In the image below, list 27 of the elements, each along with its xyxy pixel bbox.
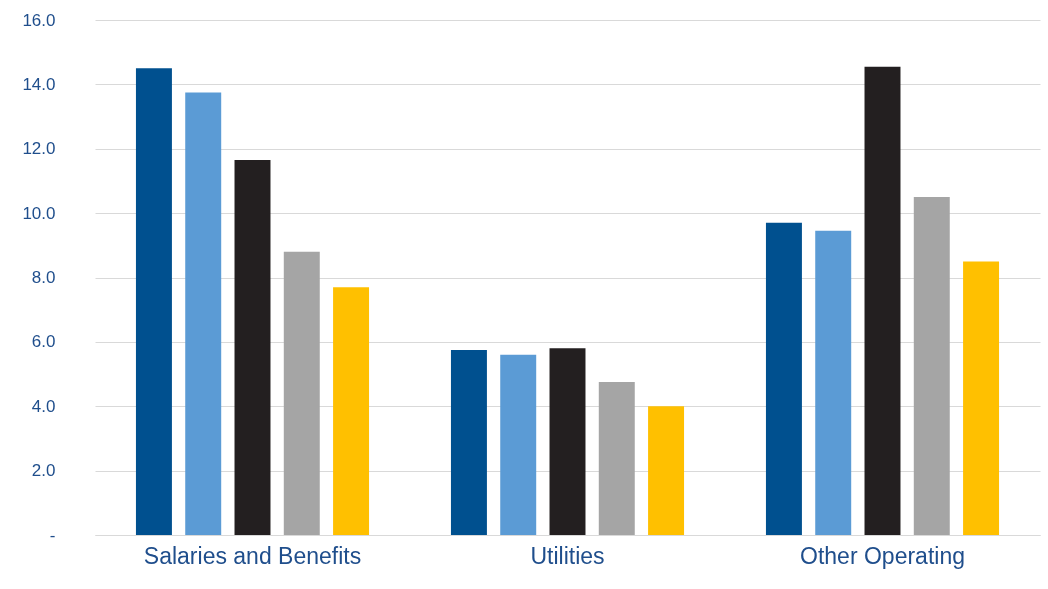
bar [963, 261, 1000, 535]
bar [765, 222, 802, 535]
bar [815, 230, 852, 535]
y-tick-label: 6.0 [31, 332, 56, 352]
y-tick-label: 12.0 [22, 139, 56, 159]
x-tick-label: Other Operating [800, 542, 965, 569]
bar [234, 160, 271, 535]
bar [185, 92, 222, 535]
x-tick-label: Salaries and Benefits [143, 542, 362, 569]
bar [598, 382, 635, 535]
y-tick-label: 10.0 [22, 203, 56, 223]
y-tick-label: 4.0 [31, 396, 56, 416]
y-tick-label: - [49, 525, 56, 545]
y-tick-label: 2.0 [31, 461, 56, 481]
bar [864, 66, 901, 535]
bar [283, 251, 320, 535]
y-tick-label: 14.0 [22, 74, 56, 94]
bar [333, 287, 370, 535]
bar [500, 354, 537, 535]
bar [450, 349, 487, 535]
y-tick-label: 8.0 [31, 268, 56, 287]
y-tick-label: 16.0 [22, 10, 56, 30]
x-tick-label: Utilities [530, 542, 605, 569]
bar [549, 348, 586, 535]
bar [648, 406, 685, 535]
bar [135, 68, 172, 535]
bar [913, 197, 950, 535]
